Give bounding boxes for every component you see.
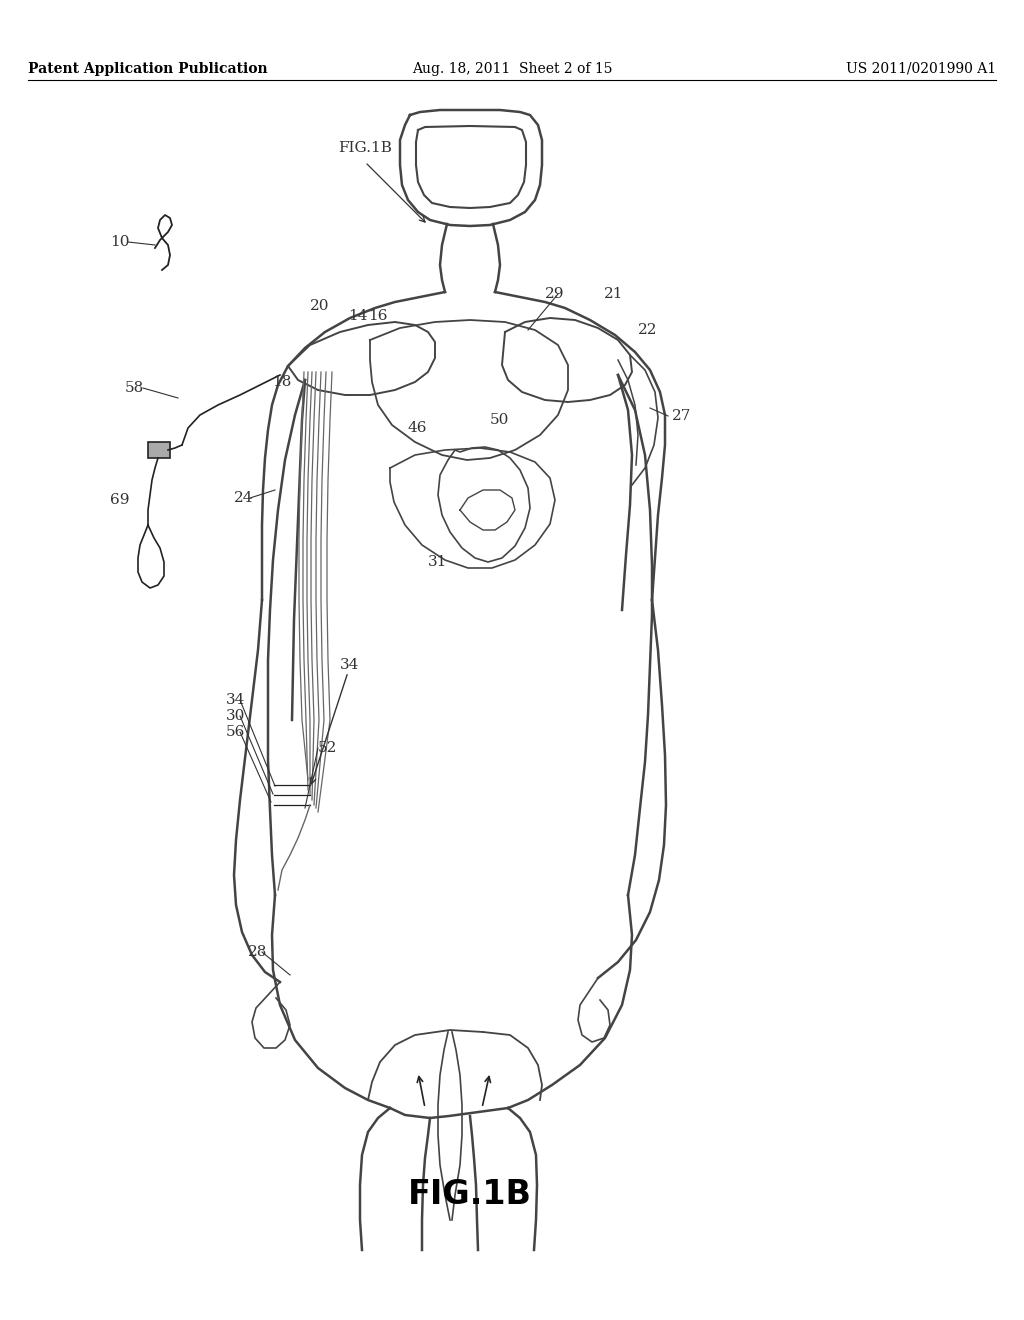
Text: 50: 50 — [490, 413, 509, 426]
Text: 21: 21 — [604, 286, 624, 301]
Text: 46: 46 — [408, 421, 427, 436]
Text: 24: 24 — [234, 491, 254, 506]
Text: FIG.1B: FIG.1B — [338, 141, 392, 154]
Text: 34: 34 — [340, 657, 359, 672]
Text: 28: 28 — [248, 945, 267, 960]
Text: 29: 29 — [545, 286, 564, 301]
Text: 34: 34 — [226, 693, 246, 708]
Text: 30: 30 — [226, 709, 246, 723]
Text: FIG.1B: FIG.1B — [408, 1177, 532, 1210]
Text: 52: 52 — [318, 741, 337, 755]
Text: 58: 58 — [125, 381, 144, 395]
Text: 14: 14 — [348, 309, 368, 323]
Text: 56: 56 — [226, 725, 246, 739]
Text: Aug. 18, 2011  Sheet 2 of 15: Aug. 18, 2011 Sheet 2 of 15 — [412, 62, 612, 77]
Text: 31: 31 — [428, 554, 447, 569]
Text: 27: 27 — [672, 409, 691, 422]
Text: 69: 69 — [110, 492, 129, 507]
Text: Patent Application Publication: Patent Application Publication — [28, 62, 267, 77]
Text: 20: 20 — [310, 300, 330, 313]
Bar — [148, 442, 170, 458]
Text: 18: 18 — [272, 375, 292, 389]
Text: 16: 16 — [368, 309, 387, 323]
Text: 22: 22 — [638, 323, 657, 337]
Text: US 2011/0201990 A1: US 2011/0201990 A1 — [846, 62, 996, 77]
Text: 10: 10 — [110, 235, 129, 249]
